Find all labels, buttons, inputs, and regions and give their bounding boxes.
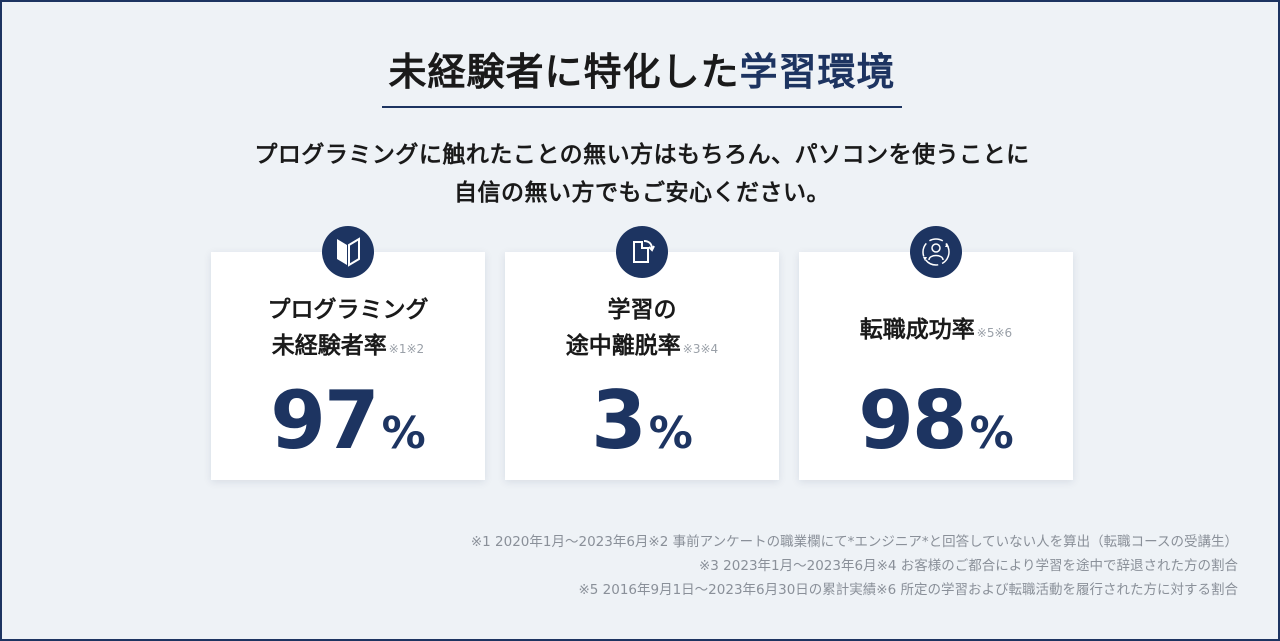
stat-value: 98%: [799, 374, 1073, 467]
stat-card-inexperienced-rate: プログラミング 未経験者率 ※1※2 97%: [211, 226, 485, 480]
stat-unit: %: [381, 408, 426, 459]
lead-text: プログラミングに触れたことの無い方はもちろん、パソコンを使うことに 自信の無い方…: [2, 136, 1280, 212]
person-cycle-icon: [910, 226, 962, 278]
stat-label-line-1: 転職成功率: [859, 317, 975, 343]
stat-number: 98: [858, 374, 967, 467]
beginner-mark-icon: [322, 226, 374, 278]
section-heading: 未経験者に特化した学習環境: [2, 48, 1280, 108]
stat-unit: %: [648, 408, 693, 459]
heading-title: 未経験者に特化した学習環境: [382, 48, 902, 108]
document-arrow-icon: [616, 226, 668, 278]
heading-main: 未経験者に特化した: [388, 50, 740, 94]
stat-label-line-2: 未経験者率: [271, 333, 387, 359]
heading-accent: 学習環境: [739, 50, 896, 94]
footnote-line: ※1 2020年1月〜2023年6月※2 事前アンケートの職業欄にて*エンジニア…: [470, 534, 1238, 550]
stat-card-dropout-rate: 学習の 途中離脱率 ※3※4 3%: [505, 226, 779, 480]
stat-note: ※5※6: [976, 326, 1013, 340]
stat-value: 97%: [211, 374, 485, 467]
stat-note: ※1※2: [388, 342, 425, 356]
stat-note: ※3※4: [682, 342, 719, 356]
stat-number: 3: [591, 374, 647, 467]
stat-label: 転職成功率 ※5※6: [799, 312, 1073, 351]
footnote-line: ※3 2023年1月〜2023年6月※4 お客様のご都合により学習を途中で辞退さ…: [698, 558, 1238, 574]
stat-label: プログラミング 未経験者率 ※1※2: [211, 292, 485, 367]
lead-line-2: 自信の無い方でもご安心ください。: [454, 180, 830, 206]
stat-label-line-1: 学習の: [607, 297, 677, 323]
stat-label: 学習の 途中離脱率 ※3※4: [505, 292, 779, 367]
stat-unit: %: [969, 408, 1014, 459]
stat-label-line-1: プログラミング: [267, 297, 429, 323]
footnote-line: ※5 2016年9月1日〜2023年6月30日の累計実績※6 所定の学習および転…: [578, 582, 1238, 598]
stat-label-line-2: 途中離脱率: [565, 333, 681, 359]
stat-number: 97: [270, 374, 379, 467]
lead-line-1: プログラミングに触れたことの無い方はもちろん、パソコンを使うことに: [254, 142, 1030, 168]
stat-card-job-change-success-rate: 転職成功率 ※5※6 98%: [799, 226, 1073, 480]
stat-value: 3%: [505, 374, 779, 467]
footnotes: ※1 2020年1月〜2023年6月※2 事前アンケートの職業欄にて*エンジニア…: [471, 530, 1238, 602]
